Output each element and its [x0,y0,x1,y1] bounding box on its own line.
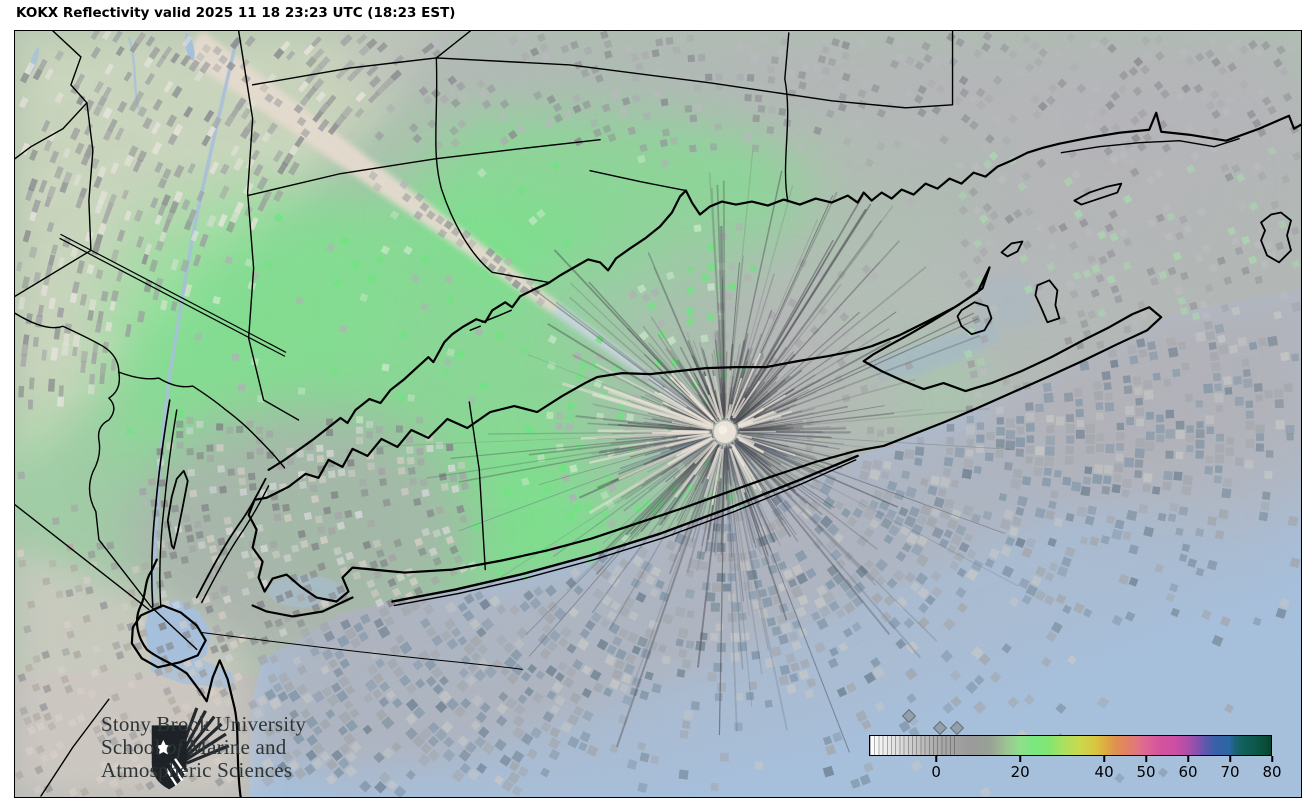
sbu-shield-icon [151,707,230,790]
map-canvas [15,31,1301,797]
long-island-coast [247,266,1163,603]
colorbar-tick [1271,756,1273,762]
shelter-island [956,301,993,336]
colorbar-tick-label: 70 [1220,763,1240,781]
colorbar-tick [1187,756,1189,762]
logo-line-3: Atmospheric Sciences [101,758,293,782]
page-title: KOKX Reflectivity valid 2025 11 18 23:23… [16,5,456,21]
colorbar-tick-label: 80 [1262,763,1282,781]
logo-line-1: Stony Brook University [101,712,307,736]
colorbar-tick [935,756,937,762]
barrier-islands [391,454,859,603]
colorbar-tick-label: 60 [1178,763,1198,781]
stony-brook-logo: Stony Brook University School of Marine … [41,705,341,797]
boundary-lines [15,31,1301,797]
colorbar-tick [1103,756,1105,762]
coastlines [130,111,1301,797]
colorbar-gradient [869,735,1272,756]
colorbar-tick [1229,756,1231,762]
gardiners-island [1034,279,1061,324]
colorbar-tick-label: 50 [1136,763,1156,781]
manhattan [166,469,189,550]
fishers-island [1073,182,1123,206]
radar-map: Stony Brook University School of Marine … [14,30,1302,798]
pixel-grain [15,31,1301,797]
colorbar-tick-label: 40 [1094,763,1114,781]
county-lines [15,31,954,797]
colorbar-tick-label: 20 [1010,763,1030,781]
plum-island [1000,240,1024,258]
logo-line-2: School of Marine and [101,735,287,759]
reflectivity-colorbar: 0 20 40 50 60 70 80 [869,708,1282,795]
colorbar-tick [1145,756,1147,762]
colorbar-tick-label: 0 [931,763,941,781]
colorbar-bin-stripes [870,736,959,755]
block-island [1260,211,1292,264]
staten-island [130,604,207,669]
logo-text: Stony Brook University School of Marine … [101,713,306,782]
connecticut-coast [267,111,1301,471]
colorbar-tick [1019,756,1021,762]
